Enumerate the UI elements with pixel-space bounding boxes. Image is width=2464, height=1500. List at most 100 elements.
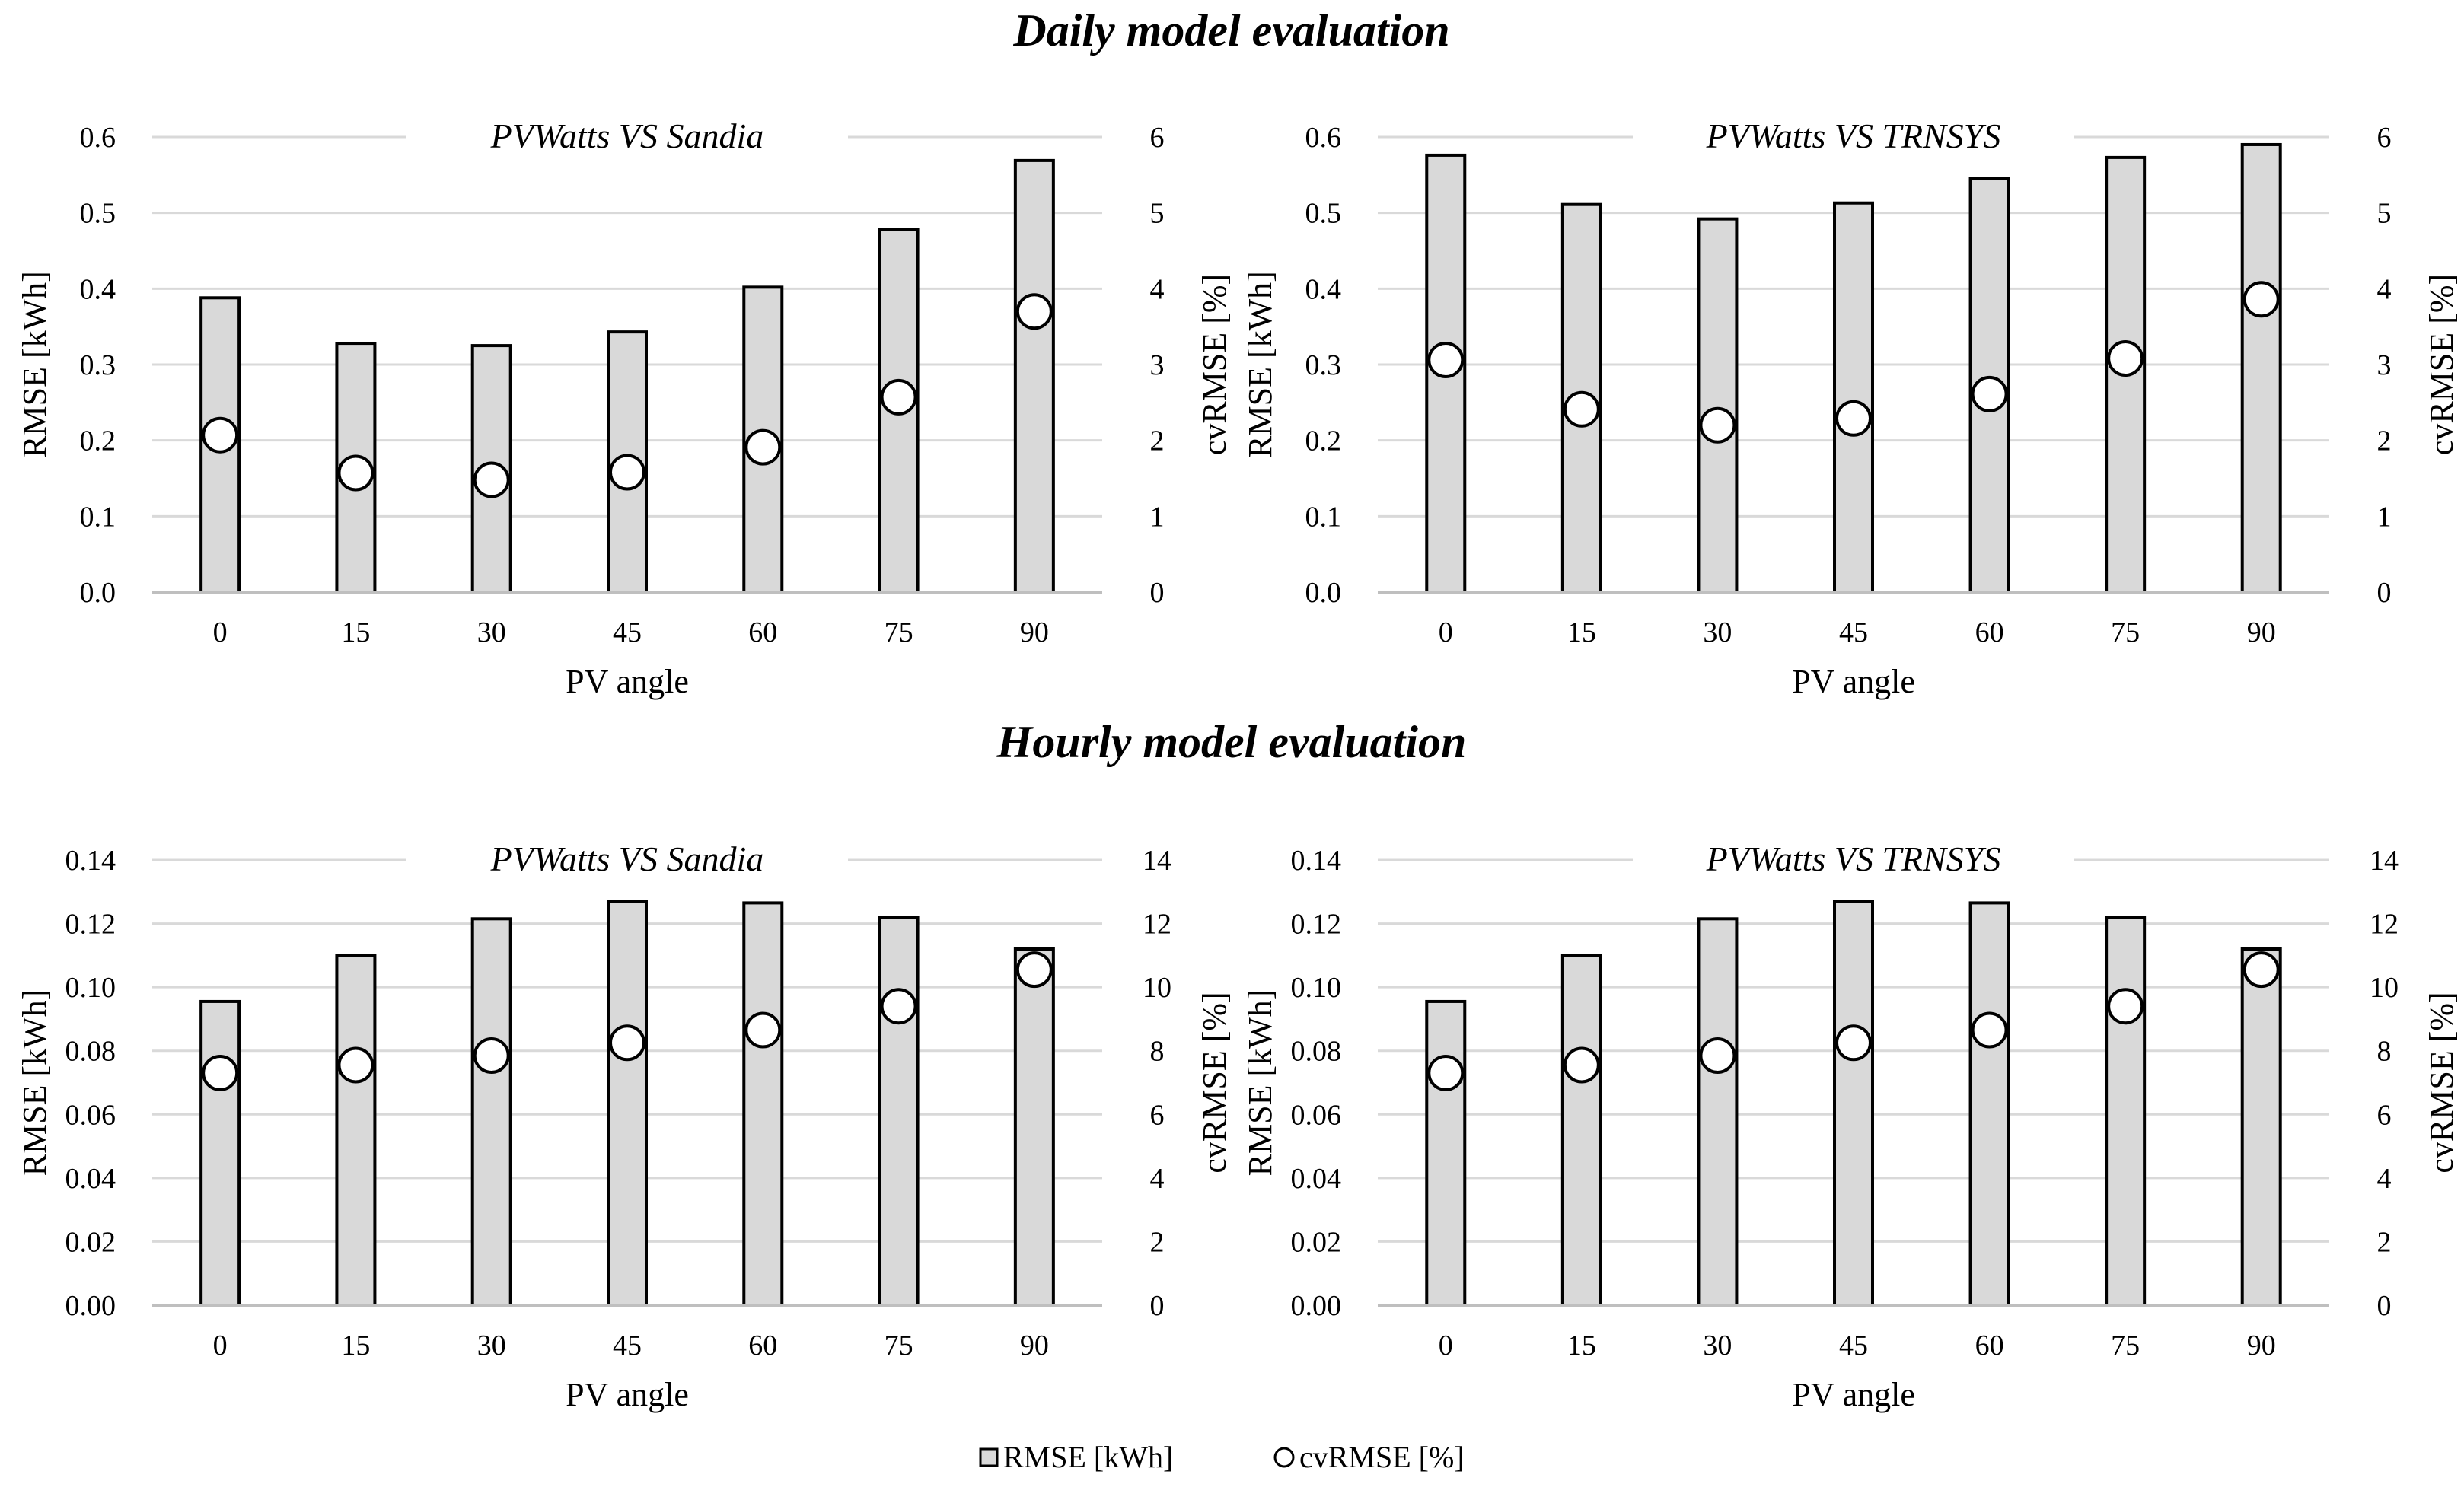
y-axis-label: RMSE [kWh] xyxy=(1242,271,1279,458)
x-tick-label: 45 xyxy=(613,1330,642,1361)
chart-title: PVWatts VS Sandia xyxy=(490,116,764,155)
y-tick-label: 0.00 xyxy=(1291,1290,1342,1322)
chart-title: PVWatts VS TRNSYS xyxy=(1706,116,2001,155)
bar xyxy=(878,916,920,1307)
x-tick-label: 0 xyxy=(1439,1330,1453,1361)
y2-tick-label: 4 xyxy=(1150,1163,1165,1195)
cvrmse-marker xyxy=(2107,340,2144,377)
x-tick-label: 45 xyxy=(1839,616,1868,648)
y-tick-label: 0.4 xyxy=(1305,273,1342,305)
bar xyxy=(1968,901,2010,1307)
bar xyxy=(607,900,648,1307)
x-tick-label: 45 xyxy=(1839,1330,1868,1361)
x-tick-label: 30 xyxy=(477,616,506,648)
x-tick-label: 75 xyxy=(2111,1330,2140,1361)
chart-title: PVWatts VS TRNSYS xyxy=(1706,839,2001,878)
bar xyxy=(1013,947,1055,1307)
bar xyxy=(1425,999,1467,1307)
cvrmse-marker xyxy=(2107,988,2144,1025)
x-tick-label: 60 xyxy=(1975,1330,2004,1361)
y2-tick-label: 12 xyxy=(1143,909,1171,941)
x-axis-label: PV angle xyxy=(566,1376,689,1413)
y2-tick-label: 6 xyxy=(2377,1099,2392,1131)
cvrmse-marker xyxy=(1427,342,1465,379)
x-tick-label: 75 xyxy=(2111,616,2140,648)
x-tick-label: 30 xyxy=(1703,616,1732,648)
legend-rmse-label: RMSE [kWh] xyxy=(1003,1440,1173,1474)
bar xyxy=(1697,217,1739,594)
cvrmse-marker xyxy=(1015,293,1053,330)
cvrmse-marker xyxy=(1563,1046,1600,1084)
y2-tick-label: 0 xyxy=(1150,577,1165,609)
x-tick-label: 0 xyxy=(213,616,228,648)
y2-tick-label: 3 xyxy=(1150,349,1165,381)
y2-tick-label: 2 xyxy=(2377,425,2392,457)
y-tick-label: 0.08 xyxy=(1291,1036,1342,1068)
y-axis-label: RMSE [kWh] xyxy=(16,989,53,1177)
chart-title-bg xyxy=(406,114,848,157)
x-tick-label: 0 xyxy=(1439,616,1453,648)
y-tick-label: 0.6 xyxy=(80,122,116,154)
y-axis-label: RMSE [kWh] xyxy=(16,271,53,458)
y-tick-label: 0.2 xyxy=(80,425,116,457)
cvrmse-marker xyxy=(609,1024,645,1062)
x-tick-label: 90 xyxy=(2247,616,2276,648)
y-tick-label: 0.0 xyxy=(80,577,116,609)
cvrmse-marker xyxy=(744,428,782,466)
y-axis-label: RMSE [kWh] xyxy=(1242,989,1279,1177)
x-tick-label: 90 xyxy=(1020,616,1049,648)
y2-tick-label: 1 xyxy=(1150,501,1165,533)
y-tick-label: 0.5 xyxy=(80,198,116,230)
y2-tick-label: 14 xyxy=(1143,845,1171,877)
section-title-daily: Daily model evaluation xyxy=(1012,5,1449,56)
bar xyxy=(2105,916,2147,1307)
y2-tick-label: 14 xyxy=(2370,845,2399,877)
cvrmse-marker xyxy=(880,988,917,1025)
y-tick-label: 0.1 xyxy=(1305,501,1342,533)
x-tick-label: 30 xyxy=(1703,1330,1732,1361)
cvrmse-marker xyxy=(473,461,510,498)
y-tick-label: 0.12 xyxy=(65,909,116,941)
x-tick-label: 15 xyxy=(1567,1330,1596,1361)
cvrmse-marker xyxy=(202,416,239,454)
cvrmse-marker xyxy=(1563,390,1600,428)
y2-axis-label: cvRMSE [%] xyxy=(2423,992,2460,1173)
legend-rmse-swatch xyxy=(979,1447,999,1467)
bar xyxy=(2240,142,2282,594)
y2-tick-label: 0 xyxy=(1150,1290,1165,1322)
x-tick-label: 90 xyxy=(2247,1330,2276,1361)
x-tick-label: 45 xyxy=(613,616,642,648)
cvrmse-marker xyxy=(1699,1037,1736,1074)
cvrmse-marker xyxy=(1971,1011,2008,1049)
cvrmse-marker xyxy=(1971,375,2008,412)
chart-hourly-trnsys: 0.00 0.02 0.04 0.06 0.08 0.10 0.12 0.14 0 2 4 6 8 10 1… xyxy=(1242,837,2460,1413)
bar xyxy=(2240,947,2282,1307)
bar xyxy=(1833,900,1874,1307)
x-tick-label: 15 xyxy=(1567,616,1596,648)
y2-axis-label: cvRMSE [%] xyxy=(2423,274,2460,455)
chart-title-bg xyxy=(1633,837,2074,880)
y2-tick-label: 1 xyxy=(2377,501,2392,533)
y-tick-label: 0.12 xyxy=(1291,909,1342,941)
cvrmse-marker xyxy=(202,1054,239,1091)
y2-tick-label: 2 xyxy=(1150,1226,1165,1258)
bar xyxy=(1833,201,1874,594)
y-tick-label: 0.06 xyxy=(1291,1099,1342,1131)
y2-tick-label: 10 xyxy=(2370,972,2399,1004)
x-tick-label: 30 xyxy=(477,1330,506,1361)
cvrmse-marker xyxy=(1427,1054,1465,1091)
cvrmse-marker xyxy=(473,1037,510,1074)
y2-tick-label: 10 xyxy=(1143,972,1171,1004)
bar xyxy=(1013,158,1055,594)
chart-title-bg xyxy=(406,837,848,880)
x-tick-label: 60 xyxy=(748,1330,777,1361)
y2-tick-label: 4 xyxy=(1150,273,1165,305)
y-tick-label: 0.10 xyxy=(65,972,116,1004)
bar xyxy=(335,954,377,1307)
x-axis-label: PV angle xyxy=(566,663,689,700)
cvrmse-marker xyxy=(880,378,917,416)
legend: RMSE [kWh] cvRMSE [%] xyxy=(979,1440,1465,1474)
x-axis-label: PV angle xyxy=(1792,663,1915,700)
y-tick-label: 0.6 xyxy=(1305,122,1342,154)
